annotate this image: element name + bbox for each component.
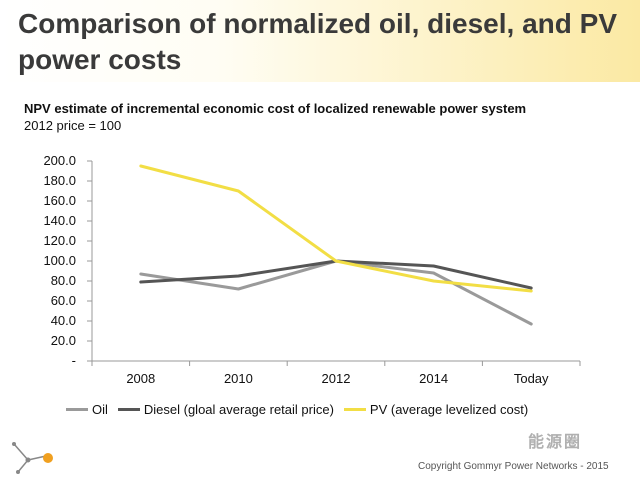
y-tick-label: 200.0	[43, 153, 76, 168]
company-logo-icon	[12, 442, 53, 474]
legend-item-diesel: Diesel (gloal average retail price)	[117, 401, 334, 417]
y-tick-label: 20.0	[51, 333, 76, 348]
legend-swatch-pv	[343, 407, 366, 411]
x-tick-label: 2012	[322, 371, 351, 386]
y-tick-label: 60.0	[51, 293, 76, 308]
y-tick-label: 100.0	[43, 253, 76, 268]
y-tick-label: -	[72, 353, 76, 368]
x-tick-label: 2014	[419, 371, 448, 386]
legend-label-oil: Oil	[92, 401, 108, 417]
slide-title: Comparison of normalized oil, diesel, an…	[18, 8, 617, 75]
series-line-pv	[139, 164, 533, 293]
x-tick-label: 2008	[126, 371, 155, 386]
legend-swatch-oil	[66, 407, 88, 411]
legend-swatch-diesel	[117, 407, 140, 411]
legend-label-diesel: Diesel (gloal average retail price)	[143, 401, 334, 417]
x-tick-label: 2010	[224, 371, 253, 386]
legend-label-pv: PV (average levelized cost)	[369, 401, 529, 417]
chart-title: NPV estimate of incremental economic cos…	[24, 101, 527, 116]
chart-legend: Oil Diesel (gloal average retail price) …	[66, 400, 538, 418]
y-tick-label: 80.0	[51, 273, 76, 288]
copyright-text: Copyright Gommyr Power Networks - 2015	[418, 461, 609, 472]
chart-header: NPV estimate of incremental economic cos…	[24, 100, 526, 134]
y-tick-label: 40.0	[51, 313, 76, 328]
legend-item-oil: Oil	[66, 402, 108, 417]
y-tick-label: 180.0	[43, 173, 76, 188]
watermark: 能源圈	[528, 434, 583, 451]
series-line-oil	[139, 259, 533, 326]
y-tick-label: 140.0	[43, 213, 76, 228]
legend-item-pv: PV (average levelized cost)	[343, 401, 529, 417]
y-tick-label: 160.0	[43, 193, 76, 208]
title-bar	[0, 0, 640, 82]
x-tick-label: Today	[514, 371, 549, 386]
chart-subtitle: 2012 price = 100	[24, 118, 122, 133]
y-tick-label: 120.0	[43, 233, 76, 248]
